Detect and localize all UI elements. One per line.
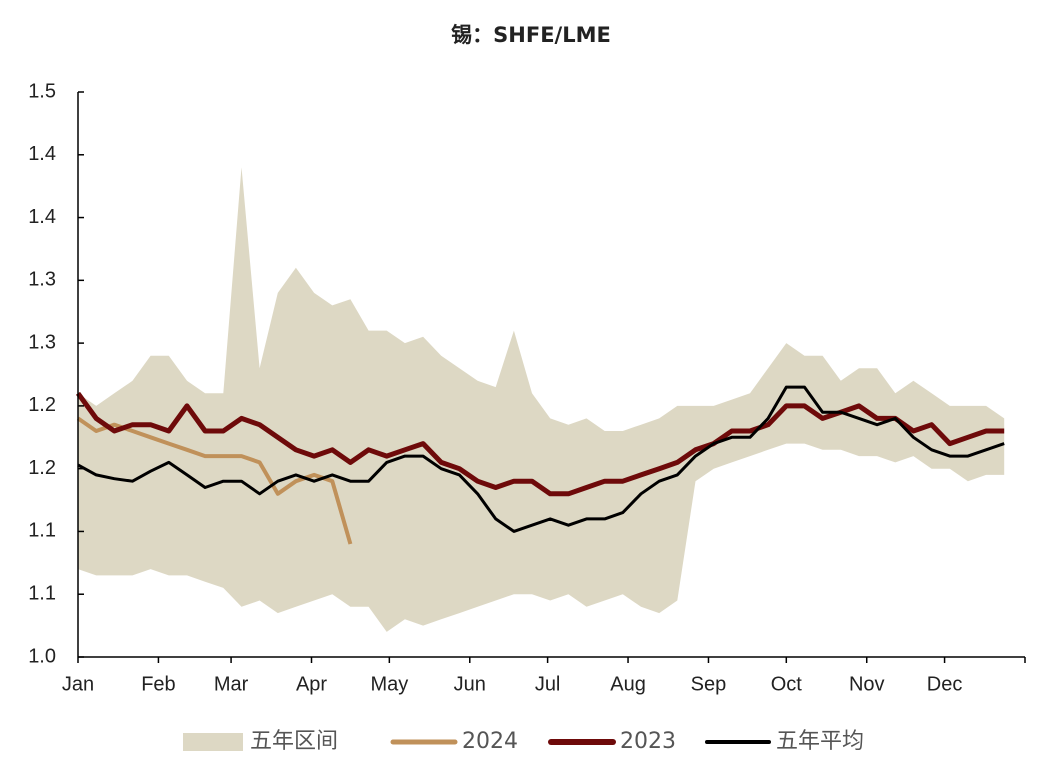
- x-tick-label: Apr: [296, 673, 327, 695]
- y-tick-label: 1.2: [28, 394, 56, 416]
- y-tick-label: 1.3: [28, 269, 56, 291]
- x-tick-label: Jul: [535, 673, 561, 695]
- legend-swatch: [183, 733, 243, 751]
- y-tick-label: 1.4: [28, 143, 56, 165]
- series-line: [77, 385, 1005, 533]
- x-tick-label: Oct: [771, 673, 803, 695]
- y-tick-label: 1.3: [28, 331, 56, 353]
- y-tick-label: 1.4: [28, 206, 56, 228]
- y-tick-label: 1.1: [28, 520, 56, 542]
- x-tick-label: Aug: [610, 673, 646, 695]
- y-tick-label: 1.5: [28, 80, 56, 102]
- x-tick-label: Dec: [927, 673, 963, 695]
- x-tick-label: Sep: [691, 673, 727, 695]
- range-band: [78, 167, 1005, 632]
- x-tick-label: Jan: [62, 673, 94, 695]
- legend-label: 2024: [462, 729, 518, 754]
- y-tick-label: 1.2: [28, 457, 56, 479]
- legend-label: 五年平均: [776, 729, 864, 754]
- chart-title: 锡：SHFE/LME: [451, 23, 611, 47]
- series-line: [75, 391, 1005, 497]
- x-tick-label: Mar: [214, 673, 249, 695]
- x-tick-label: Nov: [849, 673, 885, 695]
- y-tick-label: 1.0: [28, 645, 56, 667]
- y-tick-label: 1.1: [28, 583, 56, 605]
- x-tick-label: May: [370, 673, 408, 695]
- x-tick-label: Jun: [454, 673, 486, 695]
- legend-label: 五年区间: [250, 729, 338, 754]
- legend-label: 2023: [620, 729, 676, 754]
- x-tick-label: Feb: [141, 673, 175, 695]
